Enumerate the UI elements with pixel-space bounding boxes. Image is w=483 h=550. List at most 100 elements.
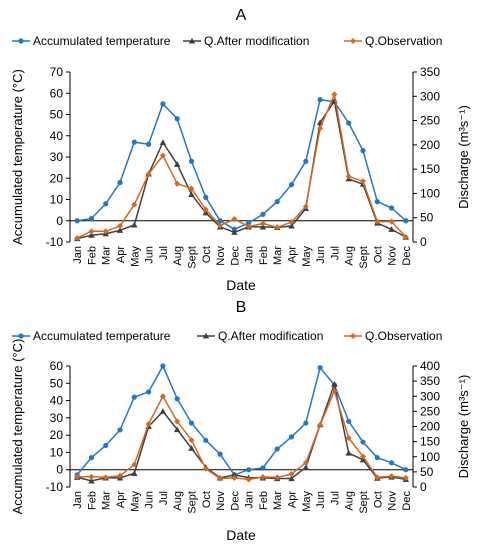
series-line [76,98,407,231]
y-tick-label-left: 70 [50,65,64,79]
y-axis-title-right: Discharge (m³s⁻¹) [456,105,471,209]
legend-label: Q.Observation [365,34,442,48]
x-tick-label: Jan [72,246,84,264]
data-point [274,474,281,481]
data-point [331,388,338,395]
data-point [288,475,295,482]
x-tick-label: Nov [387,491,399,511]
x-tick-label: Apr [287,246,299,263]
data-point [374,455,380,461]
legend-label: Accumulated temperature [33,34,171,48]
data-point [302,464,310,470]
data-point [202,206,209,213]
x-tick-label: Jun [315,491,327,509]
data-point [217,218,223,224]
chart-panel-b: B Accumulated temperature Q.After modific… [10,299,471,543]
data-point [274,446,280,452]
legend-marker [188,37,196,44]
data-point [102,474,109,481]
data-point [317,97,323,103]
data-point [203,437,209,443]
legend-label: Q.After modification [218,329,323,343]
series-line [76,364,407,476]
legend-item: Q.After modification [183,34,309,48]
legend-label: Q.After modification [204,34,309,48]
legend-item: Q.Observation [344,34,442,48]
x-tick-label: May [301,491,313,512]
series-line [77,388,406,481]
data-point [345,449,352,456]
y-tick-label-right: 250 [420,404,440,418]
data-point [217,475,224,482]
data-point [88,216,95,222]
x-axis-title: Date [226,527,256,543]
data-point [345,434,352,441]
x-tick-label: Jul [329,491,341,505]
data-point [131,139,137,145]
data-point [131,394,137,400]
legend-item: Accumulated temperature [12,329,171,343]
x-tick-label: Dec [401,491,413,511]
data-point [188,191,195,197]
data-point [131,201,138,208]
y-tick-label-right: 50 [420,465,434,479]
data-point [403,467,409,473]
x-tick-label: Dec [229,246,241,266]
x-tick-label: Sept [186,491,198,514]
data-point [260,211,266,217]
data-point [259,223,267,230]
y-tick-label-right: 350 [420,65,440,79]
panel-label: B [236,299,247,316]
data-point [360,439,366,445]
x-tick-label: Nov [387,246,399,266]
data-point [246,220,252,226]
y-tick-label-right: 200 [420,138,440,152]
data-point [288,470,295,477]
data-point [174,180,181,187]
data-point [274,224,281,231]
x-tick-label: Jan [244,491,256,509]
data-point [146,141,152,147]
series-line [76,91,407,239]
data-point [188,437,195,444]
y-tick-label-left: 20 [50,171,64,185]
panel-label: A [236,7,247,24]
data-point [188,185,195,192]
data-point [303,420,309,426]
data-point [159,139,167,145]
data-point [117,427,123,433]
y-tick-label-left: -10 [46,480,64,494]
legend-item: Q.After modification [197,329,323,343]
x-tick-label: Oct [372,491,384,508]
data-point [288,434,295,440]
x-tick-label: Jul [158,246,170,260]
data-point [346,418,352,424]
data-point [388,205,395,211]
series-accumulated-temperature [74,97,409,232]
y-tick-label-left: 10 [50,445,64,459]
legend-marker [18,333,24,339]
data-point [203,194,209,200]
x-tick-label: May [129,491,141,512]
y-tick-label-right: 250 [420,114,440,128]
data-point [116,227,124,233]
legend-label: Accumulated temperature [33,329,171,343]
series-q-observation [74,91,409,242]
data-point [388,460,395,466]
data-point [317,365,323,371]
data-point [402,474,409,481]
x-tick-label: Apr [287,491,299,508]
x-tick-label: Feb [86,491,98,510]
x-tick-label: Sept [358,491,370,514]
x-tick-label: Jul [329,246,341,260]
x-tick-label: Jun [144,491,156,509]
data-point [288,219,295,226]
data-point [388,218,395,225]
x-tick-label: Feb [258,491,270,510]
series-line [76,99,407,240]
data-point [359,453,366,460]
legend-item: Accumulated temperature [12,34,171,48]
x-tick-label: Aug [172,491,184,511]
y-tick-label-left: 50 [50,376,64,390]
data-point [302,459,309,466]
